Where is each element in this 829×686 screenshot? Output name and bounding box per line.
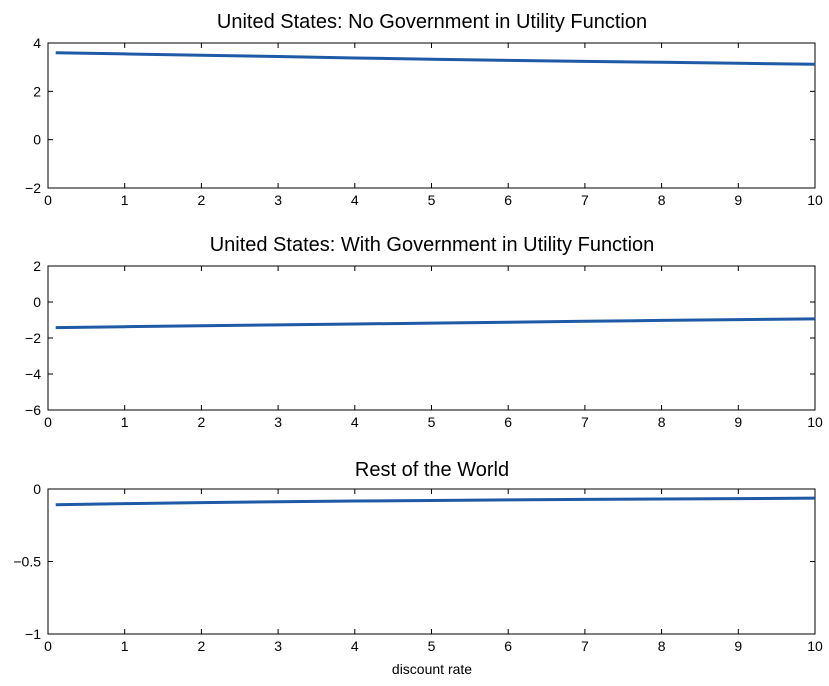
panel-1-x-tick-label: 9 (734, 192, 742, 208)
panel-1-y-tick-label: 0 (33, 132, 41, 148)
panel-1-x-tick-label: 7 (581, 192, 589, 208)
panel-1: United States: No Government in Utility … (25, 11, 823, 208)
panel-2-y-tick-label: 0 (33, 294, 41, 310)
panel-2-x-tick-label: 4 (351, 414, 359, 430)
panel-3-x-axis-label: discount rate (392, 661, 472, 677)
panel-3-y-tick-label: 0 (33, 481, 41, 497)
panel-2-x-tick-label: 5 (428, 414, 436, 430)
panel-1-y-tick-label: 2 (33, 83, 41, 99)
panel-2-y-tick-label: 2 (33, 258, 41, 274)
panel-2-y-tick-label: −2 (25, 330, 41, 346)
panel-2-x-tick-label: 9 (734, 414, 742, 430)
panel-1-y-tick-label: 4 (33, 35, 41, 51)
panel-2-x-tick-label: 8 (658, 414, 666, 430)
panel-2-axes-box (47, 265, 816, 411)
panel-3-axes-box (47, 488, 816, 635)
panel-3-x-tick-label: 2 (198, 638, 206, 654)
panel-1-x-tick-label: 4 (351, 192, 359, 208)
panel-3-x-tick-label: 1 (121, 638, 129, 654)
panel-1-y-tick-label: −2 (25, 180, 41, 196)
panel-2-series-line (55, 317, 816, 330)
panel-3: Rest of the World discount rate 0 1 2 3 4 5 6 7… (13, 459, 823, 677)
panel-1-title: United States: No Government in Utility … (217, 11, 647, 33)
panel-2-title: United States: With Government in Utilit… (210, 234, 655, 256)
panel-3-x-tick-label: 0 (44, 638, 52, 654)
panel-1-x-tick-label: 0 (44, 192, 52, 208)
panel-2-y-tick-label: −6 (25, 402, 41, 418)
panel-2-x-tick-label: 10 (807, 414, 823, 430)
panel-1-x-tick-label: 10 (807, 192, 823, 208)
panel-3-y-tick-label: −1 (25, 626, 41, 642)
panel-2: United States: With Government in Utilit… (25, 234, 823, 430)
panel-3-x-tick-label: 6 (504, 638, 512, 654)
panel-1-x-tick-label: 2 (198, 192, 206, 208)
panel-2-x-tick-label: 7 (581, 414, 589, 430)
panel-3-x-tick-label: 5 (428, 638, 436, 654)
panel-3-x-tick-label: 3 (274, 638, 282, 654)
panel-3-y-tick-label: −0.5 (13, 554, 41, 570)
panel-3-x-tick-label: 7 (581, 638, 589, 654)
panel-1-x-tick-label: 3 (274, 192, 282, 208)
panel-3-x-tick-label: 4 (351, 638, 359, 654)
panel-1-x-tick-label: 1 (121, 192, 129, 208)
panel-2-x-tick-label: 3 (274, 414, 282, 430)
panel-2-y-tick-label: −4 (25, 366, 41, 382)
panel-1-axes-box (47, 42, 816, 189)
panel-1-x-tick-label: 8 (658, 192, 666, 208)
panel-2-x-tick-label: 1 (121, 414, 129, 430)
panel-3-title: Rest of the World (355, 459, 509, 481)
panel-3-x-tick-label: 9 (734, 638, 742, 654)
panel-1-x-tick-label: 5 (428, 192, 436, 208)
panel-1-series-line (55, 51, 816, 66)
panel-2-x-tick-label: 0 (44, 414, 52, 430)
panel-3-x-tick-label: 10 (807, 638, 823, 654)
panel-3-series-line (55, 496, 816, 507)
panel-1-x-tick-label: 6 (504, 192, 512, 208)
panel-2-x-tick-label: 2 (198, 414, 206, 430)
panel-2-x-tick-label: 6 (504, 414, 512, 430)
panel-3-x-tick-label: 8 (658, 638, 666, 654)
